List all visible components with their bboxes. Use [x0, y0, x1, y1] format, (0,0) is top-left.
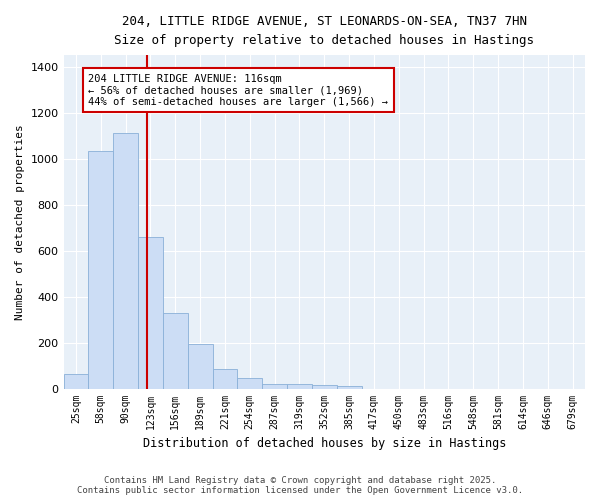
X-axis label: Distribution of detached houses by size in Hastings: Distribution of detached houses by size … — [143, 437, 506, 450]
Bar — [113, 134, 138, 388]
Bar — [337, 386, 362, 388]
Bar — [88, 150, 113, 388]
Bar — [287, 384, 312, 388]
Bar — [262, 384, 287, 388]
Title: 204, LITTLE RIDGE AVENUE, ST LEONARDS-ON-SEA, TN37 7HN
Size of property relative: 204, LITTLE RIDGE AVENUE, ST LEONARDS-ON… — [114, 15, 534, 47]
Bar — [312, 385, 337, 388]
Text: Contains HM Land Registry data © Crown copyright and database right 2025.
Contai: Contains HM Land Registry data © Crown c… — [77, 476, 523, 495]
Bar — [188, 344, 212, 388]
Text: 204 LITTLE RIDGE AVENUE: 116sqm
← 56% of detached houses are smaller (1,969)
44%: 204 LITTLE RIDGE AVENUE: 116sqm ← 56% of… — [88, 74, 388, 106]
Bar — [238, 378, 262, 388]
Bar — [212, 369, 238, 388]
Bar — [64, 374, 88, 388]
Bar — [138, 237, 163, 388]
Bar — [163, 312, 188, 388]
Y-axis label: Number of detached properties: Number of detached properties — [15, 124, 25, 320]
